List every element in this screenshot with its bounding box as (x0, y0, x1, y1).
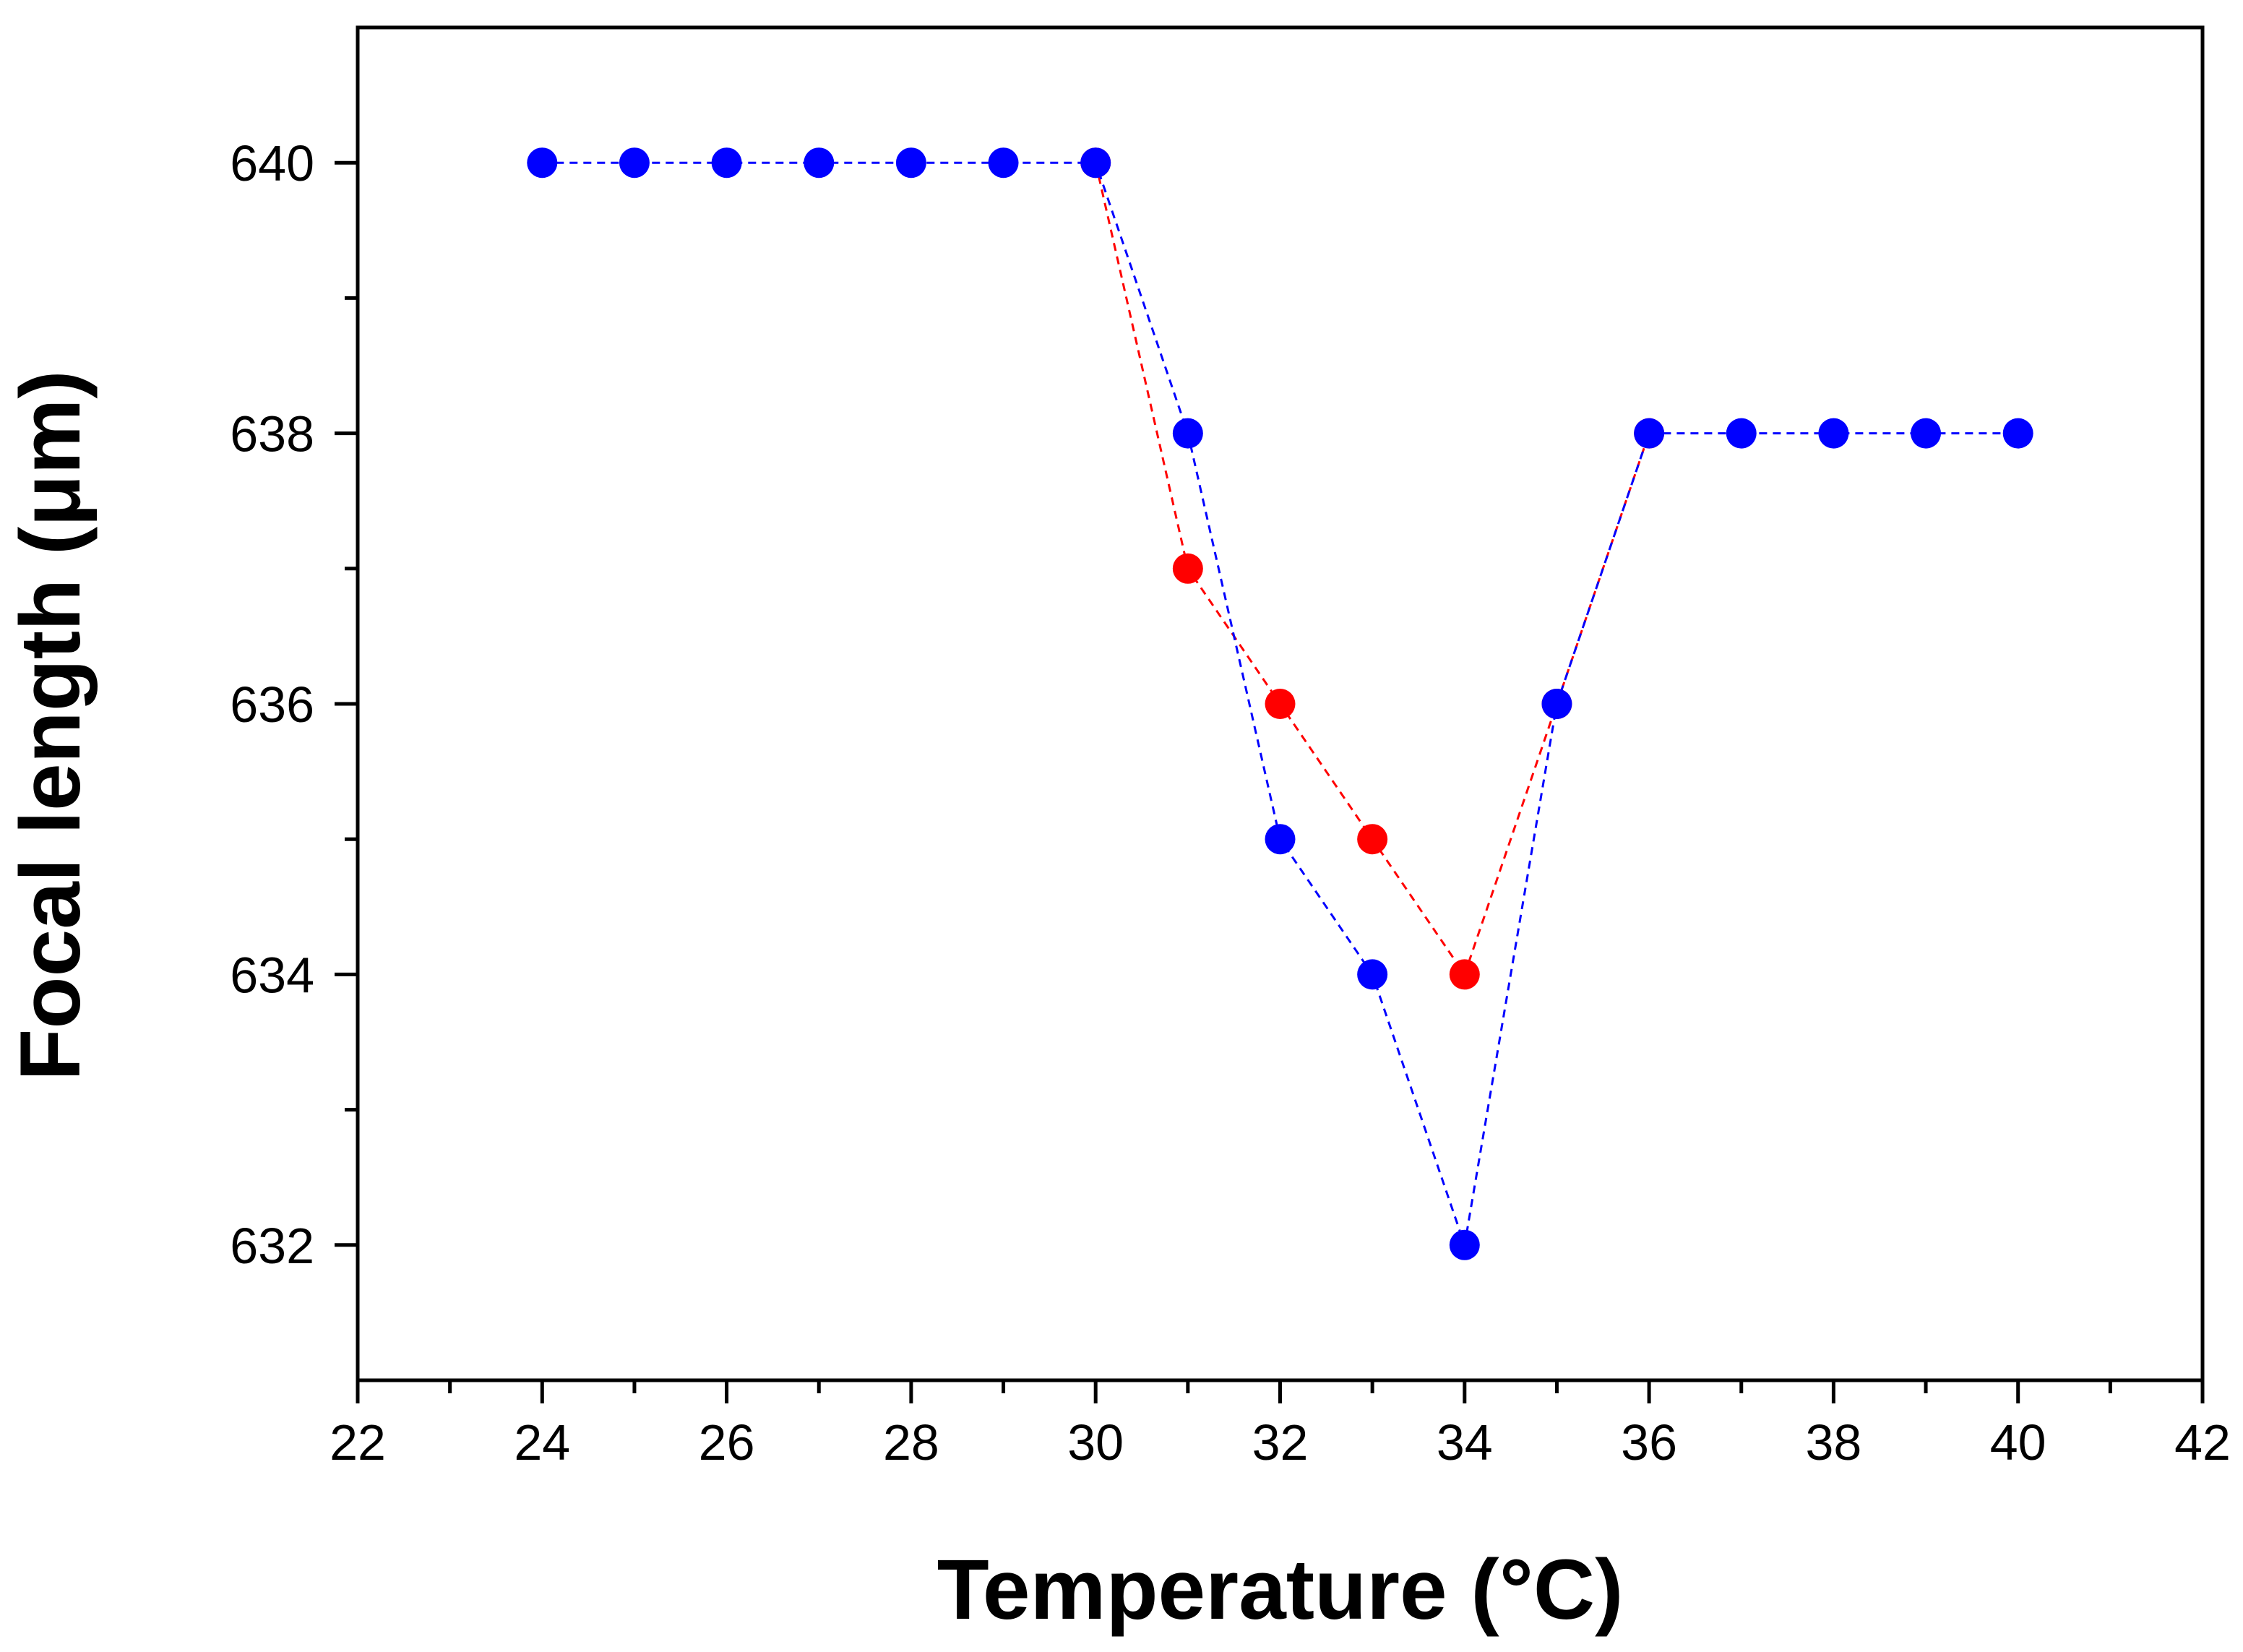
data-point-red (1265, 689, 1296, 719)
plot-frame (356, 25, 2205, 1382)
x-tick-label: 26 (699, 1414, 755, 1471)
x-tick-label: 38 (1805, 1414, 1861, 1471)
data-point-blue (1911, 418, 1942, 449)
axes: 22 24 26 28 30 32 34 36 38 40 42 632 634 636 638 640 (230, 135, 2231, 1471)
data-point-blue (1357, 959, 1388, 990)
data-point-red (1172, 553, 1203, 584)
y-axis-title: Focal length (μm) (3, 370, 98, 1080)
x-axis-title: Temperature (°C) (937, 1542, 1624, 1638)
x-tick-label: 30 (1067, 1414, 1124, 1471)
x-tick-label: 22 (330, 1414, 386, 1471)
data-point-blue (988, 147, 1019, 178)
series-blue (527, 147, 2033, 1260)
y-tick-label: 636 (230, 676, 314, 733)
data-point-blue (527, 147, 558, 178)
data-point-blue (711, 147, 742, 178)
x-tick-label: 32 (1252, 1414, 1309, 1471)
y-tick-label: 638 (230, 406, 314, 463)
x-tick-label: 28 (883, 1414, 939, 1471)
data-point-blue (2002, 418, 2033, 449)
data-point-blue (1080, 147, 1111, 178)
data-point-blue (804, 147, 835, 178)
data-point-blue (1541, 689, 1572, 719)
y-tick-label: 632 (230, 1218, 314, 1274)
x-tick-label: 24 (514, 1414, 570, 1471)
data-point-red (1449, 959, 1480, 990)
series-layer (527, 147, 2033, 1260)
data-point-red (1357, 824, 1388, 855)
x-tick-label: 34 (1437, 1414, 1493, 1471)
x-tick-label: 42 (2174, 1414, 2231, 1471)
data-point-blue (619, 147, 650, 178)
data-point-blue (1172, 418, 1203, 449)
data-point-blue (1634, 418, 1665, 449)
y-tick-label: 640 (230, 135, 314, 192)
data-point-blue (1449, 1229, 1480, 1260)
data-point-blue (1818, 418, 1849, 449)
x-tick-label: 40 (1990, 1414, 2046, 1471)
data-point-blue (1265, 824, 1296, 855)
x-tick-label: 36 (1621, 1414, 1677, 1471)
y-tick-label: 634 (230, 947, 314, 1003)
data-point-blue (1726, 418, 1757, 449)
data-point-blue (895, 147, 926, 178)
